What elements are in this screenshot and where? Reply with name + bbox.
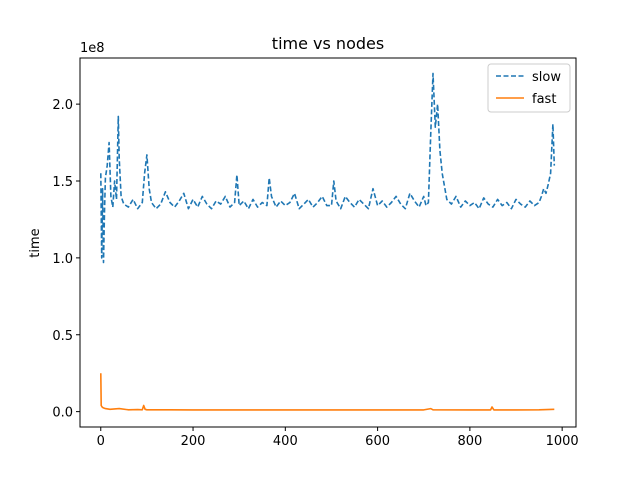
y-tick-label: 1.0 [52, 252, 73, 267]
y-tick-label: 1.5 [52, 175, 73, 190]
y-offset-label: 1e8 [80, 41, 105, 56]
chart-title: time vs nodes [272, 34, 384, 53]
x-tick-label: 1000 [546, 434, 579, 449]
y-tick-label: 2.0 [52, 98, 73, 113]
y-tick-label: 0.0 [52, 406, 73, 421]
plot-area [79, 57, 577, 428]
legend-label-fast: fast [532, 92, 556, 107]
y-axis-label: time [28, 228, 43, 257]
x-tick-label: 400 [273, 434, 298, 449]
y-tick-label: 0.5 [52, 329, 73, 344]
series-line-fast [100, 373, 555, 411]
axes-frame [79, 57, 577, 428]
series-line-slow [100, 72, 556, 264]
x-tick-label: 800 [457, 434, 482, 449]
x-tick-label: 0 [97, 434, 105, 449]
legend: slow fast [487, 63, 571, 113]
legend-label-slow: slow [532, 70, 561, 85]
x-tick-label: 600 [365, 434, 390, 449]
axis-ticks: 0 200 400 600 800 1000 0.0 0.5 1.0 1.5 2.0 [52, 98, 578, 449]
x-tick-label: 200 [181, 434, 206, 449]
